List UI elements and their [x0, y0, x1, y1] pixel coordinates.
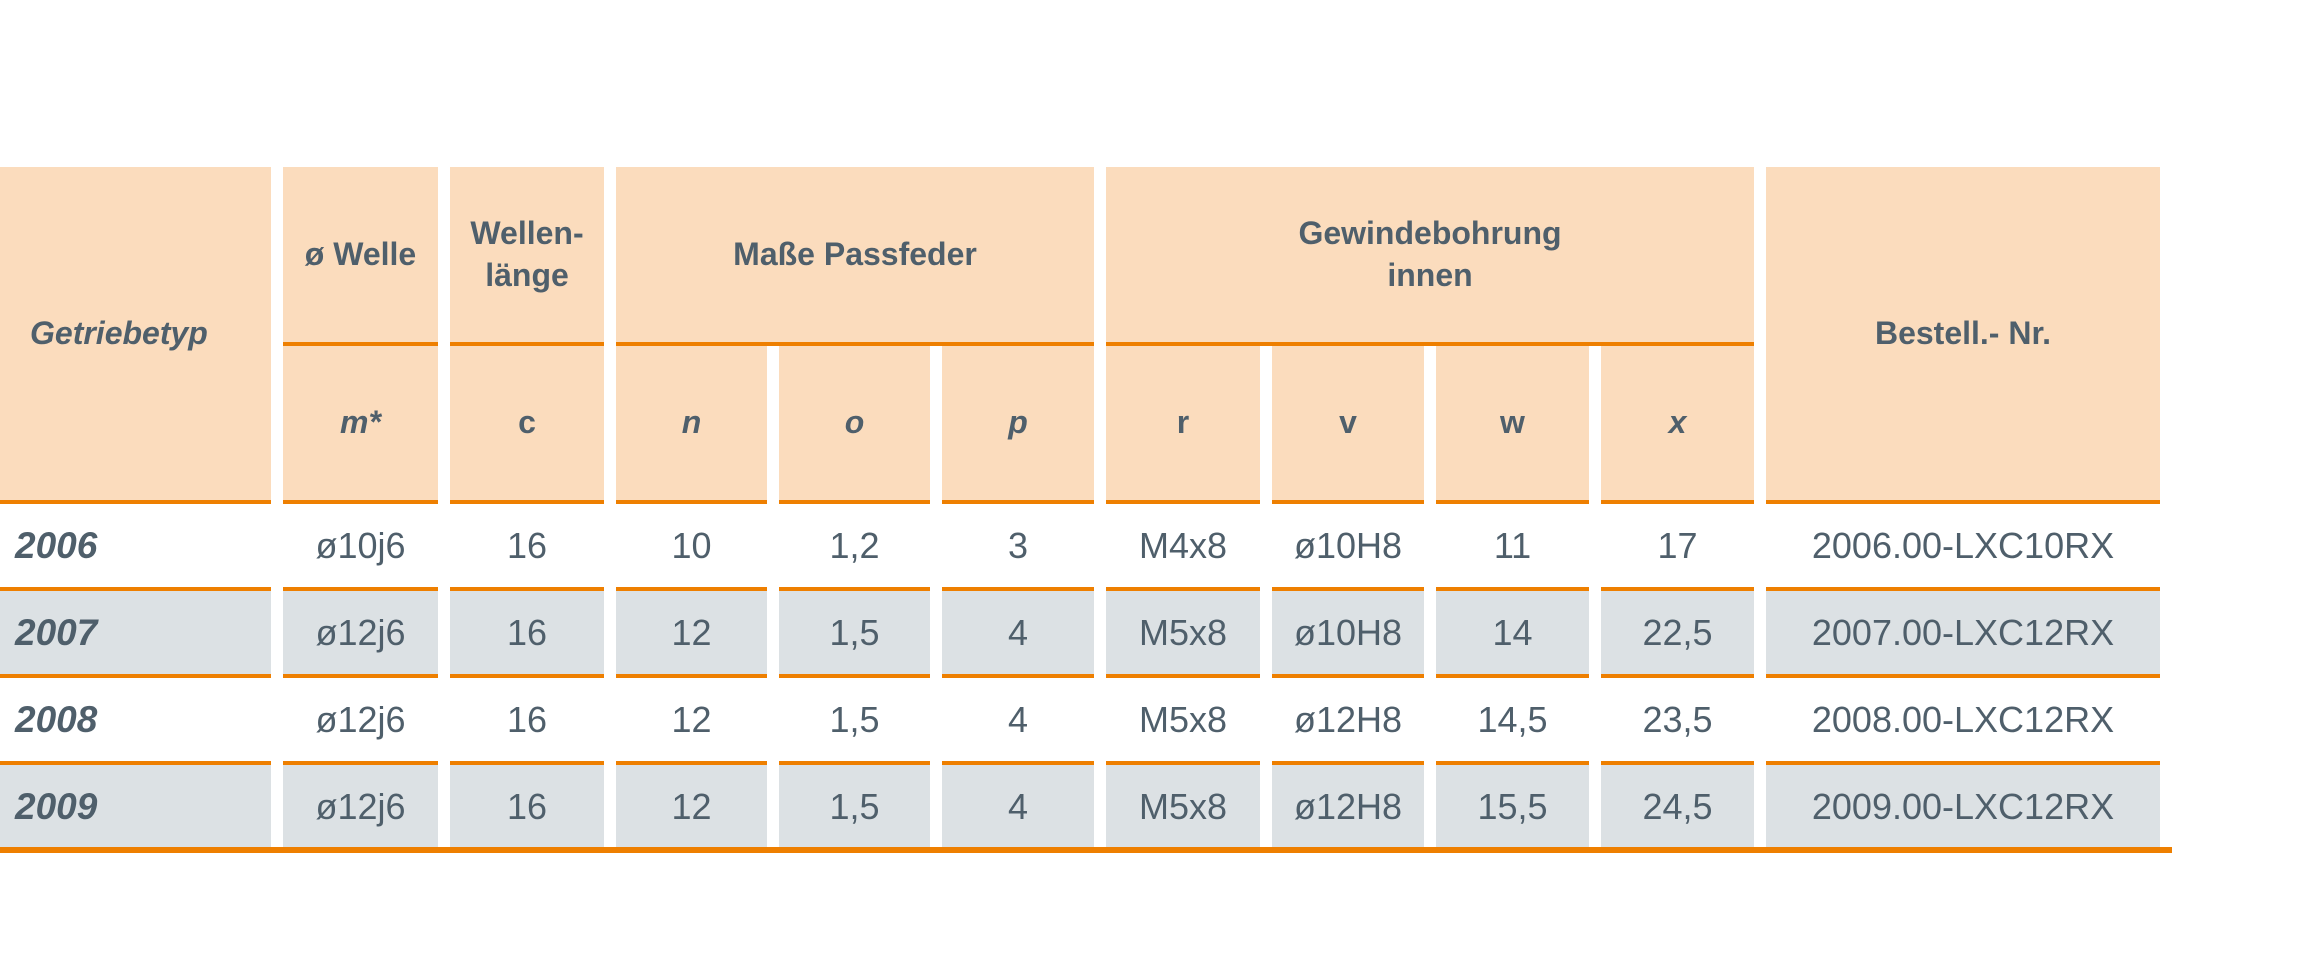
table-cell: ø10j6	[283, 500, 438, 587]
table-cell: M5x8	[1106, 587, 1260, 674]
table-cell: 11	[1436, 500, 1589, 587]
row-label-2007: 2007	[0, 587, 271, 674]
row-label-2006: 2006	[0, 500, 271, 587]
table-cell: 1,5	[779, 587, 930, 674]
subheader-cell-x: x	[1601, 346, 1754, 500]
table-cell: 23,5	[1601, 674, 1754, 761]
table-cell: ø10H8	[1272, 587, 1424, 674]
row-label-2009: 2009	[0, 761, 271, 848]
table-cell: ø12j6	[283, 761, 438, 848]
subheader-cell-w: w	[1436, 346, 1589, 500]
table-cell: 1,5	[779, 674, 930, 761]
table-cell: ø10H8	[1272, 500, 1424, 587]
table-cell: M5x8	[1106, 674, 1260, 761]
table-cell: 4	[942, 761, 1094, 848]
table-cell-order-number: 2007.00-LXC12RX	[1766, 587, 2160, 674]
table-bottom-rule	[0, 847, 2172, 853]
table-cell: 10	[616, 500, 767, 587]
table-cell: 16	[450, 674, 604, 761]
table-cell: 17	[1601, 500, 1754, 587]
subheader-cell-n: n	[616, 346, 767, 500]
header-cell-wellenlaenge: Wellen- länge	[450, 167, 604, 346]
table-cell: 14	[1436, 587, 1589, 674]
table-cell: ø12j6	[283, 674, 438, 761]
subheader-cell-o: o	[779, 346, 930, 500]
table-cell: ø12H8	[1272, 761, 1424, 848]
subheader-cell-p: p	[942, 346, 1094, 500]
row-label-2008: 2008	[0, 674, 271, 761]
table-cell-order-number: 2008.00-LXC12RX	[1766, 674, 2160, 761]
table-cell-order-number: 2009.00-LXC12RX	[1766, 761, 2160, 848]
table-cell: 16	[450, 587, 604, 674]
dimension-table: Getriebetyp ø Welle Wellen- länge Maße P…	[0, 167, 2160, 848]
subheader-cell-r: r	[1106, 346, 1260, 500]
table-cell: 12	[616, 761, 767, 848]
header-cell-welle: ø Welle	[283, 167, 438, 346]
table-cell: M4x8	[1106, 500, 1260, 587]
subheader-cell-v: v	[1272, 346, 1424, 500]
table-cell: 1,2	[779, 500, 930, 587]
table-cell: 22,5	[1601, 587, 1754, 674]
table-cell: 14,5	[1436, 674, 1589, 761]
header-group-gewindebohrung-innen: Gewindebohrung innen	[1106, 167, 1754, 346]
table-cell: 3	[942, 500, 1094, 587]
header-cell-bestell-nr: Bestell.- Nr.	[1766, 167, 2160, 500]
table-cell: 1,5	[779, 761, 930, 848]
table-cell: 24,5	[1601, 761, 1754, 848]
table-cell: ø12H8	[1272, 674, 1424, 761]
table-cell: 16	[450, 500, 604, 587]
table-cell-order-number: 2006.00-LXC10RX	[1766, 500, 2160, 587]
table-cell: 12	[616, 587, 767, 674]
table-cell: 4	[942, 587, 1094, 674]
table-cell: 15,5	[1436, 761, 1589, 848]
table-cell: M5x8	[1106, 761, 1260, 848]
header-cell-getriebetyp: Getriebetyp	[0, 167, 271, 500]
table-cell: ø12j6	[283, 587, 438, 674]
header-group-masse-passfeder: Maße Passfeder	[616, 167, 1094, 346]
subheader-cell-m-star: m*	[283, 346, 438, 500]
table-cell: 12	[616, 674, 767, 761]
subheader-cell-c: c	[450, 346, 604, 500]
table-cell: 4	[942, 674, 1094, 761]
table-cell: 16	[450, 761, 604, 848]
